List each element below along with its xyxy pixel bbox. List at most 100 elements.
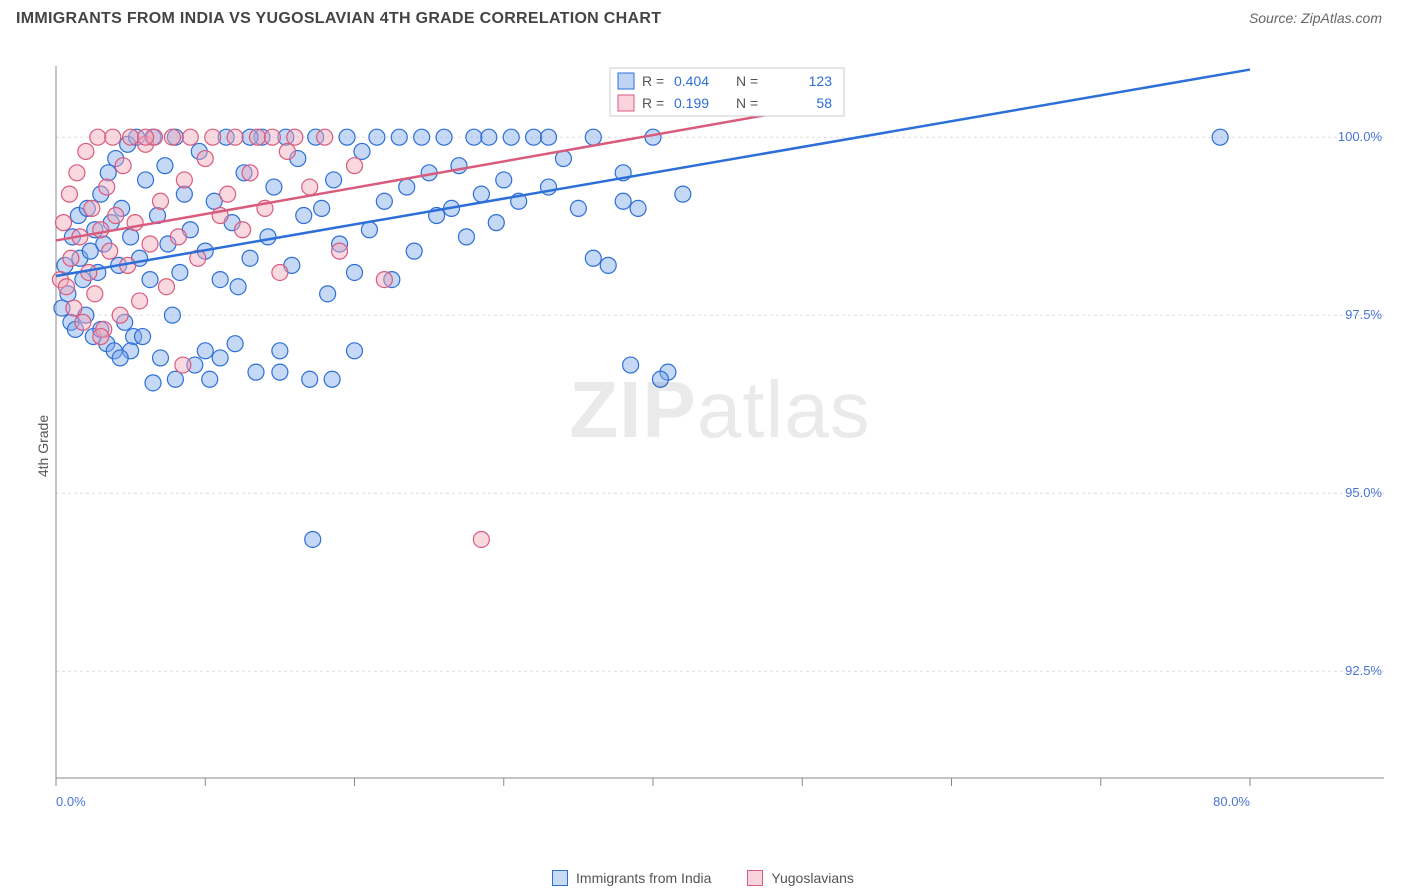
- data-point-india: [675, 186, 691, 202]
- data-point-india: [615, 193, 631, 209]
- data-point-india: [145, 375, 161, 391]
- data-point-india: [272, 343, 288, 359]
- data-point-yugo: [138, 129, 154, 145]
- data-point-india: [296, 208, 312, 224]
- data-point-india: [197, 343, 213, 359]
- data-point-india: [152, 350, 168, 366]
- data-point-yugo: [58, 279, 74, 295]
- data-point-india: [570, 200, 586, 216]
- data-point-india: [248, 364, 264, 380]
- data-point-india: [436, 129, 452, 145]
- data-point-yugo: [99, 179, 115, 195]
- data-point-india: [623, 357, 639, 373]
- data-point-india: [227, 336, 243, 352]
- data-point-india: [399, 179, 415, 195]
- data-point-india: [167, 371, 183, 387]
- data-point-yugo: [170, 229, 186, 245]
- legend-r-value-yugo: 0.199: [674, 95, 709, 111]
- data-point-india: [112, 350, 128, 366]
- data-point-yugo: [123, 129, 139, 145]
- legend-r-label-india: R =: [642, 73, 664, 89]
- data-point-yugo: [175, 357, 191, 373]
- data-point-india: [314, 200, 330, 216]
- data-point-yugo: [90, 129, 106, 145]
- data-point-india: [157, 158, 173, 174]
- data-point-india: [266, 179, 282, 195]
- data-point-india: [1212, 129, 1228, 145]
- legend-n-value-yugo: 58: [816, 95, 832, 111]
- scatter-plot-svg: 92.5%95.0%97.5%100.0%0.0%80.0%R = 0.404N…: [50, 60, 1390, 820]
- data-point-india: [305, 531, 321, 547]
- data-point-india: [466, 129, 482, 145]
- data-point-india: [526, 129, 542, 145]
- data-point-india: [324, 371, 340, 387]
- data-point-india: [406, 243, 422, 259]
- chart-title: IMMIGRANTS FROM INDIA VS YUGOSLAVIAN 4TH…: [16, 10, 661, 28]
- data-point-yugo: [197, 151, 213, 167]
- data-point-india: [272, 364, 288, 380]
- data-point-yugo: [347, 158, 363, 174]
- data-point-yugo: [108, 208, 124, 224]
- data-point-yugo: [302, 179, 318, 195]
- legend-item-yugo: Yugoslavians: [747, 870, 854, 886]
- data-point-india: [326, 172, 342, 188]
- data-point-india: [376, 193, 392, 209]
- source-attribution: Source: ZipAtlas.com: [1249, 10, 1382, 26]
- y-tick-label: 95.0%: [1345, 485, 1382, 500]
- legend-r-value-india: 0.404: [674, 73, 709, 89]
- legend-bottom: Immigrants from India Yugoslavians: [0, 870, 1406, 886]
- data-point-yugo: [105, 129, 121, 145]
- legend-label-india: Immigrants from India: [576, 870, 711, 886]
- data-point-yugo: [264, 129, 280, 145]
- data-point-india: [260, 229, 276, 245]
- data-point-yugo: [61, 186, 77, 202]
- data-point-india: [503, 129, 519, 145]
- data-point-yugo: [317, 129, 333, 145]
- data-point-yugo: [115, 158, 131, 174]
- y-tick-label: 100.0%: [1338, 129, 1383, 144]
- data-point-india: [369, 129, 385, 145]
- data-point-india: [138, 172, 154, 188]
- data-point-yugo: [220, 186, 236, 202]
- legend-label-yugo: Yugoslavians: [771, 870, 854, 886]
- data-point-india: [630, 200, 646, 216]
- y-tick-label: 92.5%: [1345, 663, 1382, 678]
- data-point-india: [242, 250, 258, 266]
- data-point-india: [176, 186, 192, 202]
- source-name: ZipAtlas.com: [1301, 10, 1382, 26]
- data-point-yugo: [142, 236, 158, 252]
- data-point-india: [212, 272, 228, 288]
- data-point-india: [354, 143, 370, 159]
- data-point-india: [496, 172, 512, 188]
- data-point-india: [142, 272, 158, 288]
- data-point-india: [361, 222, 377, 238]
- data-point-yugo: [69, 165, 85, 181]
- data-point-yugo: [75, 314, 91, 330]
- data-point-india: [100, 165, 116, 181]
- data-point-yugo: [272, 264, 288, 280]
- data-point-yugo: [87, 286, 103, 302]
- data-point-yugo: [235, 222, 251, 238]
- x-tick-label: 80.0%: [1213, 794, 1250, 809]
- trend-line-yugo: [56, 109, 802, 241]
- data-point-india: [202, 371, 218, 387]
- data-point-yugo: [93, 222, 109, 238]
- data-point-india: [391, 129, 407, 145]
- data-point-india: [339, 129, 355, 145]
- legend-item-india: Immigrants from India: [552, 870, 711, 886]
- legend-swatch-india: [552, 870, 568, 886]
- data-point-yugo: [205, 129, 221, 145]
- data-point-yugo: [63, 250, 79, 266]
- data-point-yugo: [376, 272, 392, 288]
- data-point-yugo: [66, 300, 82, 316]
- data-point-india: [414, 129, 430, 145]
- legend-n-label-india: N =: [736, 73, 758, 89]
- data-point-yugo: [112, 307, 128, 323]
- data-point-india: [458, 229, 474, 245]
- data-point-yugo: [55, 215, 71, 231]
- chart-area: 92.5%95.0%97.5%100.0%0.0%80.0%R = 0.404N…: [50, 60, 1390, 820]
- source-prefix: Source:: [1249, 10, 1301, 26]
- data-point-yugo: [132, 293, 148, 309]
- data-point-yugo: [249, 129, 265, 145]
- data-point-india: [473, 186, 489, 202]
